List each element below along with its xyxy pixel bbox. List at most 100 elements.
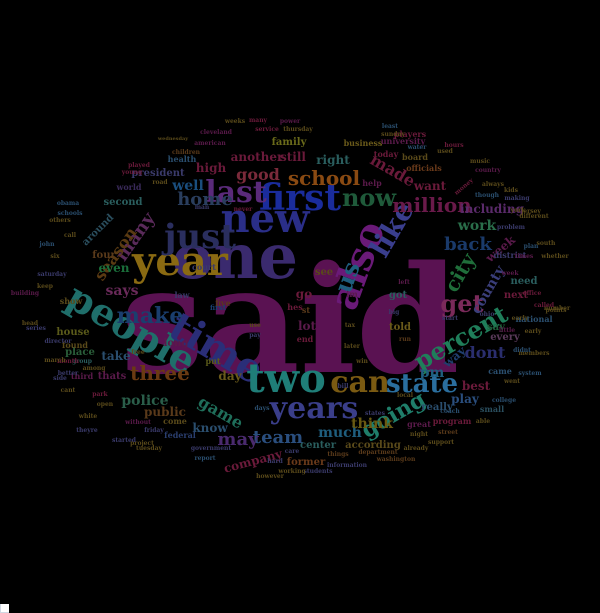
- cloud-word-came: came: [488, 366, 512, 376]
- cloud-word-much: much: [318, 425, 362, 441]
- cloud-word-best: best: [462, 379, 491, 393]
- cloud-word-take: take: [101, 349, 131, 363]
- cloud-word-young: young: [121, 169, 143, 176]
- cloud-word-want: want: [413, 179, 447, 193]
- cloud-word-years: years: [269, 391, 359, 426]
- cloud-word-better: better: [58, 370, 79, 377]
- cloud-word-times: times: [515, 253, 534, 260]
- cloud-word-making: making: [504, 195, 530, 202]
- cloud-word-director: director: [44, 338, 72, 345]
- cloud-word-washington: washington: [376, 456, 416, 463]
- cloud-word-school: school: [288, 166, 361, 190]
- cloud-word-project: project: [130, 440, 154, 447]
- cloud-word-even: even: [99, 261, 130, 275]
- cloud-word-free: free: [131, 349, 145, 356]
- cloud-word-sunday: sunday: [381, 131, 405, 138]
- cloud-word-office: office: [523, 290, 542, 297]
- cloud-word-later: later: [344, 343, 361, 350]
- cloud-word-country: country: [475, 167, 501, 174]
- cloud-word-still: still: [280, 150, 306, 164]
- cloud-word-program: program: [433, 416, 472, 426]
- cloud-word-little: little: [499, 327, 515, 334]
- cloud-word-six: six: [50, 253, 60, 260]
- cloud-word-weeks: weeks: [224, 118, 246, 125]
- cloud-word-federal: federal: [164, 430, 196, 440]
- cloud-word-center: center: [300, 440, 337, 451]
- cloud-word-cleveland: cleveland: [200, 129, 233, 136]
- cloud-word-bill: bill: [337, 383, 349, 390]
- cloud-word-park: park: [92, 391, 108, 398]
- cloud-word-points: points: [546, 307, 568, 314]
- cloud-word-theyre: theyre: [76, 427, 98, 434]
- cloud-word-world: world: [115, 182, 141, 192]
- cloud-word-including: including: [460, 202, 525, 216]
- cloud-word-president: president: [131, 168, 185, 179]
- cloud-word-according: according: [345, 440, 401, 451]
- cloud-word-players: players: [394, 129, 427, 139]
- cloud-word-service: service: [255, 126, 279, 133]
- cloud-word-number: number: [544, 305, 571, 312]
- cloud-word-left: left: [398, 279, 410, 286]
- cloud-word-schools: schools: [57, 210, 83, 217]
- cloud-word-show: show: [60, 296, 84, 306]
- cloud-word-obama: obama: [57, 200, 79, 207]
- cloud-word-series: series: [26, 325, 46, 332]
- cloud-word-law: law: [174, 290, 190, 300]
- cloud-word-former: former: [287, 457, 326, 468]
- cloud-word-ohio: ohio: [480, 311, 495, 318]
- cloud-word-get: get: [440, 289, 483, 318]
- cloud-word-use: use: [249, 322, 261, 329]
- cloud-word-days: days: [255, 405, 271, 412]
- cloud-word-saturday: saturday: [37, 271, 67, 278]
- cloud-word-group: group: [72, 358, 92, 365]
- cloud-word-think: think: [351, 416, 393, 432]
- cloud-word-new: new: [221, 195, 312, 242]
- cloud-word-first-small: first: [210, 303, 227, 312]
- cloud-word-wednesday: wednesday: [157, 136, 189, 142]
- cloud-word-water: water: [407, 144, 428, 151]
- cloud-word-states: states: [365, 410, 386, 417]
- cloud-word-small: small: [480, 404, 504, 414]
- cloud-word-third: third: [71, 371, 94, 381]
- cloud-word-good: good: [236, 165, 280, 184]
- cloud-word-can: can: [330, 365, 390, 400]
- cloud-word-high: high: [196, 161, 227, 175]
- cloud-word-early-2: early: [512, 315, 529, 322]
- cloud-word-things: things: [327, 451, 349, 458]
- cloud-word-start: start: [442, 315, 458, 322]
- cloud-word-street: street: [438, 429, 458, 436]
- cloud-word-officials: officials: [406, 163, 442, 173]
- cloud-word-building: building: [11, 290, 40, 297]
- cloud-word-kids: kids: [504, 187, 519, 194]
- cloud-word-different: different: [519, 213, 549, 220]
- cloud-word-team: team: [253, 427, 303, 448]
- cloud-word-year: year: [131, 238, 229, 285]
- cloud-word-hours: hours: [444, 142, 464, 149]
- cloud-word-five: five: [215, 298, 231, 308]
- cloud-word-help: help: [362, 178, 382, 188]
- cloud-word-house: house: [56, 327, 89, 338]
- cloud-word-st: st: [302, 305, 311, 315]
- cloud-word-york: york: [510, 207, 527, 214]
- cloud-word-found: found: [62, 340, 88, 350]
- cloud-word-head: head: [22, 320, 39, 327]
- cloud-word-call: call: [64, 232, 77, 239]
- cloud-word-day: day: [218, 369, 242, 383]
- cloud-word-back: back: [444, 234, 492, 255]
- cloud-word-end: end: [297, 334, 314, 344]
- cloud-word-next: next: [504, 290, 529, 301]
- cloud-word-side: side: [53, 375, 67, 382]
- cloud-word-lot: lot: [298, 319, 317, 333]
- cloud-word-state: state: [386, 369, 458, 399]
- cloud-word-though: though: [475, 192, 500, 199]
- cloud-word-university: university: [381, 136, 426, 146]
- cloud-word-others: others: [49, 217, 71, 224]
- cloud-word-government: government: [191, 445, 232, 452]
- cloud-word-great: great: [407, 419, 431, 429]
- cloud-word-month: month: [57, 358, 79, 365]
- cloud-word-really: really: [421, 402, 454, 413]
- cloud-word-tax: tax: [345, 322, 356, 329]
- cloud-word-today: today: [374, 149, 399, 159]
- cloud-word-used: used: [437, 148, 454, 155]
